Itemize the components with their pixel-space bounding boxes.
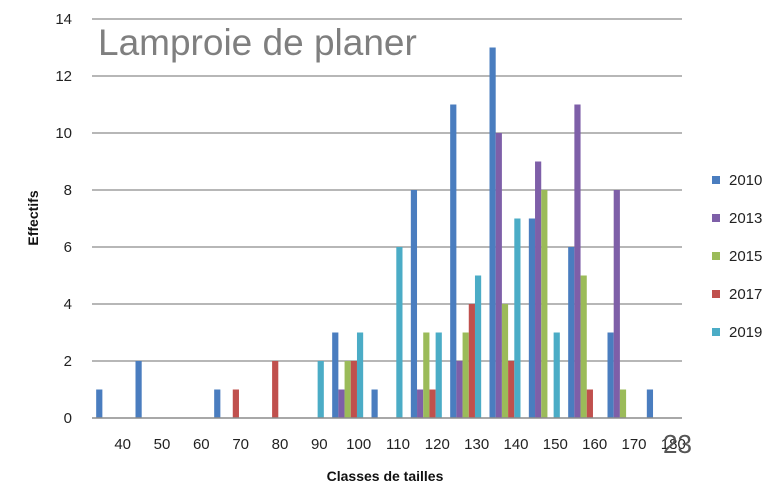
bar: [495, 133, 502, 418]
y-axis-title: Effectifs: [25, 190, 41, 245]
bar: [350, 361, 357, 418]
x-tick-label: 140: [503, 436, 528, 453]
y-tick-label: 8: [64, 182, 72, 199]
bar: [607, 332, 614, 418]
bar: [429, 389, 436, 418]
legend-swatch: [712, 252, 720, 260]
bar: [410, 190, 418, 418]
bar: [232, 389, 239, 418]
bar: [468, 304, 475, 418]
x-tick-label: 40: [114, 436, 131, 453]
bar: [356, 332, 364, 418]
x-tick-label: 180: [661, 436, 686, 453]
bars: [96, 47, 654, 418]
bar: [474, 275, 482, 418]
bar: [574, 104, 581, 418]
bar: [272, 361, 279, 418]
bar: [96, 389, 103, 418]
bar: [396, 247, 403, 418]
page-number: 23: [663, 429, 692, 459]
bar: [317, 361, 324, 418]
bar: [417, 389, 424, 418]
bar: [619, 389, 627, 418]
bar: [541, 190, 548, 418]
bar: [535, 161, 542, 418]
bar: [423, 332, 430, 418]
x-tick-label: 120: [425, 436, 450, 453]
bar: [344, 361, 351, 418]
bar: [553, 332, 560, 418]
bar: [214, 389, 221, 418]
bar: [135, 361, 142, 418]
bar: [332, 332, 339, 418]
x-tick-label: 150: [543, 436, 568, 453]
bar: [586, 389, 593, 418]
y-tick-labels: 0 2 4 6 8 10 12 14: [55, 11, 72, 427]
x-tick-label: 100: [346, 436, 371, 453]
x-tick-label: 160: [582, 436, 607, 453]
x-tick-label: 170: [621, 436, 646, 453]
legend-label: 2017: [729, 286, 762, 303]
bar: [514, 218, 521, 418]
bar: [646, 389, 654, 418]
x-tick-label: 70: [232, 436, 249, 453]
bar: [508, 361, 515, 418]
y-tick-label: 6: [64, 239, 72, 256]
gridlines: [92, 18, 682, 362]
bar: [489, 47, 496, 418]
y-tick-label: 12: [55, 68, 72, 85]
bar: [435, 332, 442, 418]
y-tick-label: 14: [55, 11, 72, 28]
legend-label: 2013: [729, 210, 762, 227]
bar: [450, 104, 457, 418]
bar: [456, 361, 463, 418]
bar: [528, 218, 536, 418]
x-tick-label: 80: [272, 436, 289, 453]
legend-swatch: [712, 328, 720, 336]
bar: [580, 275, 587, 418]
legend: 2010 2013 2015 2017 2019: [712, 172, 762, 341]
legend-label: 2010: [729, 172, 762, 189]
legend-label: 2015: [729, 248, 762, 265]
bar: [613, 190, 620, 418]
legend-swatch: [712, 176, 720, 184]
x-tick-label: 130: [464, 436, 489, 453]
x-tick-labels: 40 50 60 70 80 90 100 110 120 130 140 150 160 170 180: [114, 436, 685, 453]
y-tick-label: 0: [64, 410, 72, 427]
legend-label: 2019: [729, 324, 762, 341]
legend-swatch: [712, 214, 720, 222]
bar: [338, 389, 345, 418]
legend-swatch: [712, 290, 720, 298]
bar: [568, 247, 575, 418]
x-axis-title: Classes de tailles: [327, 468, 444, 483]
bar: [371, 389, 378, 418]
y-tick-label: 4: [64, 296, 72, 313]
chart-title: Lamproie de planer: [98, 22, 417, 63]
y-tick-label: 2: [64, 353, 72, 370]
x-tick-label: 90: [311, 436, 328, 453]
y-tick-label: 10: [55, 125, 72, 142]
x-tick-label: 50: [154, 436, 171, 453]
x-tick-label: 110: [386, 436, 410, 453]
bar: [462, 332, 469, 418]
x-tick-label: 60: [193, 436, 210, 453]
bar: [501, 304, 509, 418]
